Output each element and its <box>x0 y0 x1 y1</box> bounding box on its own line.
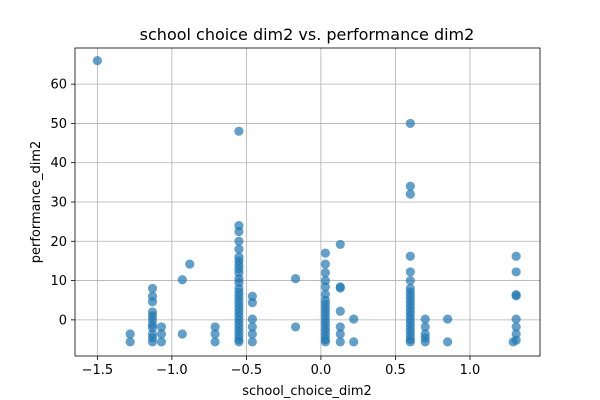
y-tick-label: 60 <box>50 78 67 93</box>
data-point <box>234 236 244 246</box>
data-point <box>405 275 415 286</box>
data-point <box>335 306 345 316</box>
data-point <box>335 239 345 250</box>
data-point <box>147 323 158 333</box>
y-tick-label: 20 <box>50 235 67 250</box>
y-axis-label: performance_dim2 <box>29 141 44 264</box>
data-point <box>234 126 244 136</box>
data-point <box>185 259 195 269</box>
data-point <box>442 337 453 347</box>
data-point <box>320 337 330 347</box>
y-tick-label: 40 <box>50 156 67 171</box>
data-point <box>177 329 187 339</box>
y-tick-label: 30 <box>50 196 67 211</box>
data-points <box>92 55 521 347</box>
data-point <box>420 337 430 347</box>
x-tick-label: −0.5 <box>231 363 263 378</box>
data-point <box>320 282 330 292</box>
data-point <box>335 322 345 332</box>
data-point <box>405 337 415 347</box>
x-tick-label: −1.0 <box>156 363 188 378</box>
data-point <box>442 314 453 324</box>
x-tick-label: −1.5 <box>82 363 114 378</box>
data-point <box>405 251 415 261</box>
data-point <box>210 322 220 332</box>
data-point <box>320 275 330 286</box>
data-point <box>210 329 220 339</box>
data-point <box>92 55 102 66</box>
data-point <box>335 283 345 293</box>
data-point <box>147 283 158 294</box>
data-point <box>290 322 301 332</box>
data-point <box>210 337 220 347</box>
data-point <box>405 181 415 191</box>
data-point <box>247 297 257 308</box>
data-point <box>511 251 521 261</box>
data-point <box>290 274 301 284</box>
data-point <box>511 329 521 339</box>
data-point <box>405 118 415 129</box>
data-point <box>335 329 345 339</box>
data-point <box>420 322 430 332</box>
data-point <box>320 248 330 258</box>
data-point <box>147 297 158 307</box>
data-point <box>125 337 135 347</box>
data-point <box>320 259 330 269</box>
x-axis-label: school_choice_dim2 <box>242 384 372 399</box>
data-point <box>349 337 359 347</box>
data-point <box>125 329 135 339</box>
data-point <box>234 337 244 347</box>
x-tick-label: 1.0 <box>460 363 481 378</box>
y-tick-label: 0 <box>59 313 67 328</box>
y-tick-label: 50 <box>50 117 67 132</box>
data-point <box>405 267 415 277</box>
data-point <box>247 291 257 301</box>
data-point <box>511 335 521 345</box>
data-point <box>511 291 521 301</box>
chart-title: school choice dim2 vs. performance dim2 <box>140 25 475 44</box>
data-point <box>247 322 257 332</box>
data-point <box>247 337 257 347</box>
y-axis-ticks: 0 10 20 30 40 50 60 <box>50 78 75 328</box>
data-point <box>156 322 167 332</box>
data-point <box>320 268 330 278</box>
data-point <box>234 226 244 237</box>
data-point <box>156 329 167 339</box>
x-tick-label: 0.5 <box>385 363 406 378</box>
data-point <box>177 275 187 285</box>
data-point <box>234 244 244 254</box>
data-point <box>147 337 158 347</box>
data-point <box>420 314 430 324</box>
y-tick-label: 10 <box>50 274 67 289</box>
grid <box>75 48 540 356</box>
x-tick-label: 0.0 <box>311 363 332 378</box>
data-point <box>349 314 359 324</box>
data-point <box>511 322 521 332</box>
data-point <box>405 189 415 199</box>
data-point <box>335 337 345 347</box>
data-point <box>511 314 521 324</box>
x-axis-ticks: −1.5 −1.0 −0.5 0.0 0.5 1.0 <box>82 356 481 378</box>
data-point <box>247 314 257 324</box>
data-point <box>511 267 521 277</box>
data-point <box>247 329 257 339</box>
data-point <box>156 337 167 347</box>
